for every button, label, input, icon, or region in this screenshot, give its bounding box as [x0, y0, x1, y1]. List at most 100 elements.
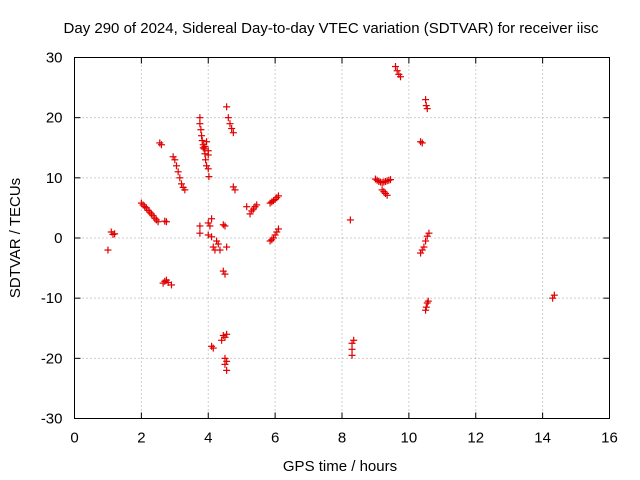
y-tick-label: -30 — [41, 411, 63, 428]
data-point — [162, 218, 170, 226]
data-point — [381, 177, 389, 185]
data-point — [223, 330, 231, 338]
data-point — [417, 249, 425, 257]
data-point — [198, 137, 206, 145]
data-point — [274, 192, 282, 200]
data-point — [549, 294, 557, 302]
data-point — [216, 246, 224, 254]
y-tick-label: -20 — [41, 350, 63, 367]
data-point — [385, 176, 393, 184]
data-point — [111, 230, 119, 238]
data-point — [198, 132, 206, 140]
data-point — [417, 138, 425, 146]
x-tick-label: 6 — [271, 430, 279, 447]
data-point — [209, 243, 217, 251]
data-point — [201, 143, 209, 151]
data-point — [223, 103, 231, 111]
data-point — [152, 216, 160, 224]
data-point — [104, 246, 112, 254]
data-point — [423, 232, 431, 240]
data-points — [104, 63, 558, 374]
data-point — [221, 222, 229, 230]
data-point — [269, 234, 277, 242]
data-point — [202, 156, 210, 164]
data-point — [253, 201, 261, 209]
data-point — [422, 237, 430, 245]
data-point — [204, 165, 212, 173]
data-point — [172, 162, 180, 170]
data-point — [204, 219, 212, 227]
data-point — [423, 299, 431, 307]
chart-title: Day 290 of 2024, Sidereal Day-to-day VTE… — [64, 20, 599, 37]
data-point — [223, 366, 231, 374]
data-point — [209, 344, 217, 352]
data-point — [348, 339, 356, 347]
data-point — [378, 179, 386, 187]
x-axis-title: GPS time / hours — [283, 458, 397, 475]
data-point — [181, 186, 189, 194]
data-point — [219, 267, 227, 275]
data-point — [383, 191, 391, 199]
data-point — [206, 222, 214, 230]
plot-frame — [74, 57, 610, 419]
data-point — [375, 177, 383, 185]
data-point — [223, 357, 231, 365]
data-point — [266, 237, 274, 245]
data-point — [424, 297, 432, 305]
data-point — [228, 124, 236, 132]
data-point — [203, 138, 211, 146]
x-tick-label: 10 — [401, 430, 418, 447]
data-point — [167, 281, 175, 289]
data-point — [146, 208, 154, 216]
data-point — [203, 162, 211, 170]
y-tick-label: 0 — [54, 230, 62, 247]
data-point — [386, 176, 394, 184]
axis-ticks: 0 2 4 6 8 10 12 14 16 -30 -20 -10 0 10 20 30 — [41, 50, 618, 447]
data-point — [273, 228, 281, 236]
data-point — [154, 218, 162, 226]
data-point — [226, 120, 234, 128]
data-point — [196, 114, 204, 122]
data-point — [219, 331, 227, 339]
data-point — [422, 306, 430, 314]
data-point — [550, 291, 558, 299]
data-point — [422, 96, 430, 104]
data-point — [221, 354, 229, 362]
data-point — [229, 129, 237, 137]
data-point — [219, 221, 227, 229]
data-point — [271, 231, 279, 239]
data-point — [425, 229, 433, 237]
data-point — [380, 188, 388, 196]
grid — [74, 57, 610, 419]
y-tick-label: 20 — [46, 110, 63, 127]
data-point — [213, 237, 221, 245]
y-tick-label: 30 — [46, 50, 63, 67]
data-point — [221, 270, 229, 278]
data-point — [346, 216, 354, 224]
data-point — [208, 342, 216, 350]
data-point — [176, 174, 184, 182]
data-point — [381, 189, 389, 197]
data-point — [147, 210, 155, 218]
data-point — [169, 153, 177, 161]
y-tick-label: -10 — [41, 290, 63, 307]
data-point — [109, 230, 117, 238]
y-tick-label: 10 — [46, 170, 63, 187]
data-point — [243, 203, 251, 211]
data-point — [204, 231, 212, 239]
data-point — [156, 139, 164, 147]
data-point — [214, 240, 222, 248]
data-point — [221, 333, 229, 341]
data-point — [348, 351, 356, 359]
data-point — [422, 303, 430, 311]
data-point — [196, 229, 204, 237]
data-point — [199, 144, 207, 152]
data-point — [380, 178, 388, 186]
x-tick-label: 8 — [338, 430, 346, 447]
x-tick-label: 4 — [204, 430, 212, 447]
data-point — [137, 199, 145, 207]
data-point — [348, 345, 356, 353]
data-point — [274, 225, 282, 233]
data-point — [196, 120, 204, 128]
